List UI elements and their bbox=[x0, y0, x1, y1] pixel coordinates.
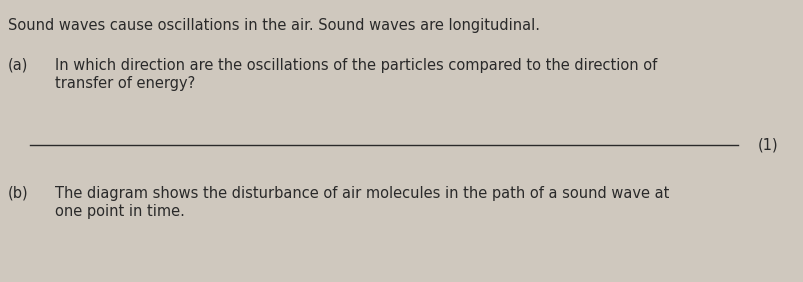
Text: (a): (a) bbox=[8, 58, 28, 73]
Text: (b): (b) bbox=[8, 186, 29, 201]
Text: In which direction are the oscillations of the particles compared to the directi: In which direction are the oscillations … bbox=[55, 58, 656, 73]
Text: transfer of energy?: transfer of energy? bbox=[55, 76, 195, 91]
Text: one point in time.: one point in time. bbox=[55, 204, 185, 219]
Text: The diagram shows the disturbance of air molecules in the path of a sound wave a: The diagram shows the disturbance of air… bbox=[55, 186, 669, 201]
Text: Sound waves cause oscillations in the air. Sound waves are longitudinal.: Sound waves cause oscillations in the ai… bbox=[8, 18, 540, 33]
Text: (1): (1) bbox=[757, 138, 777, 153]
